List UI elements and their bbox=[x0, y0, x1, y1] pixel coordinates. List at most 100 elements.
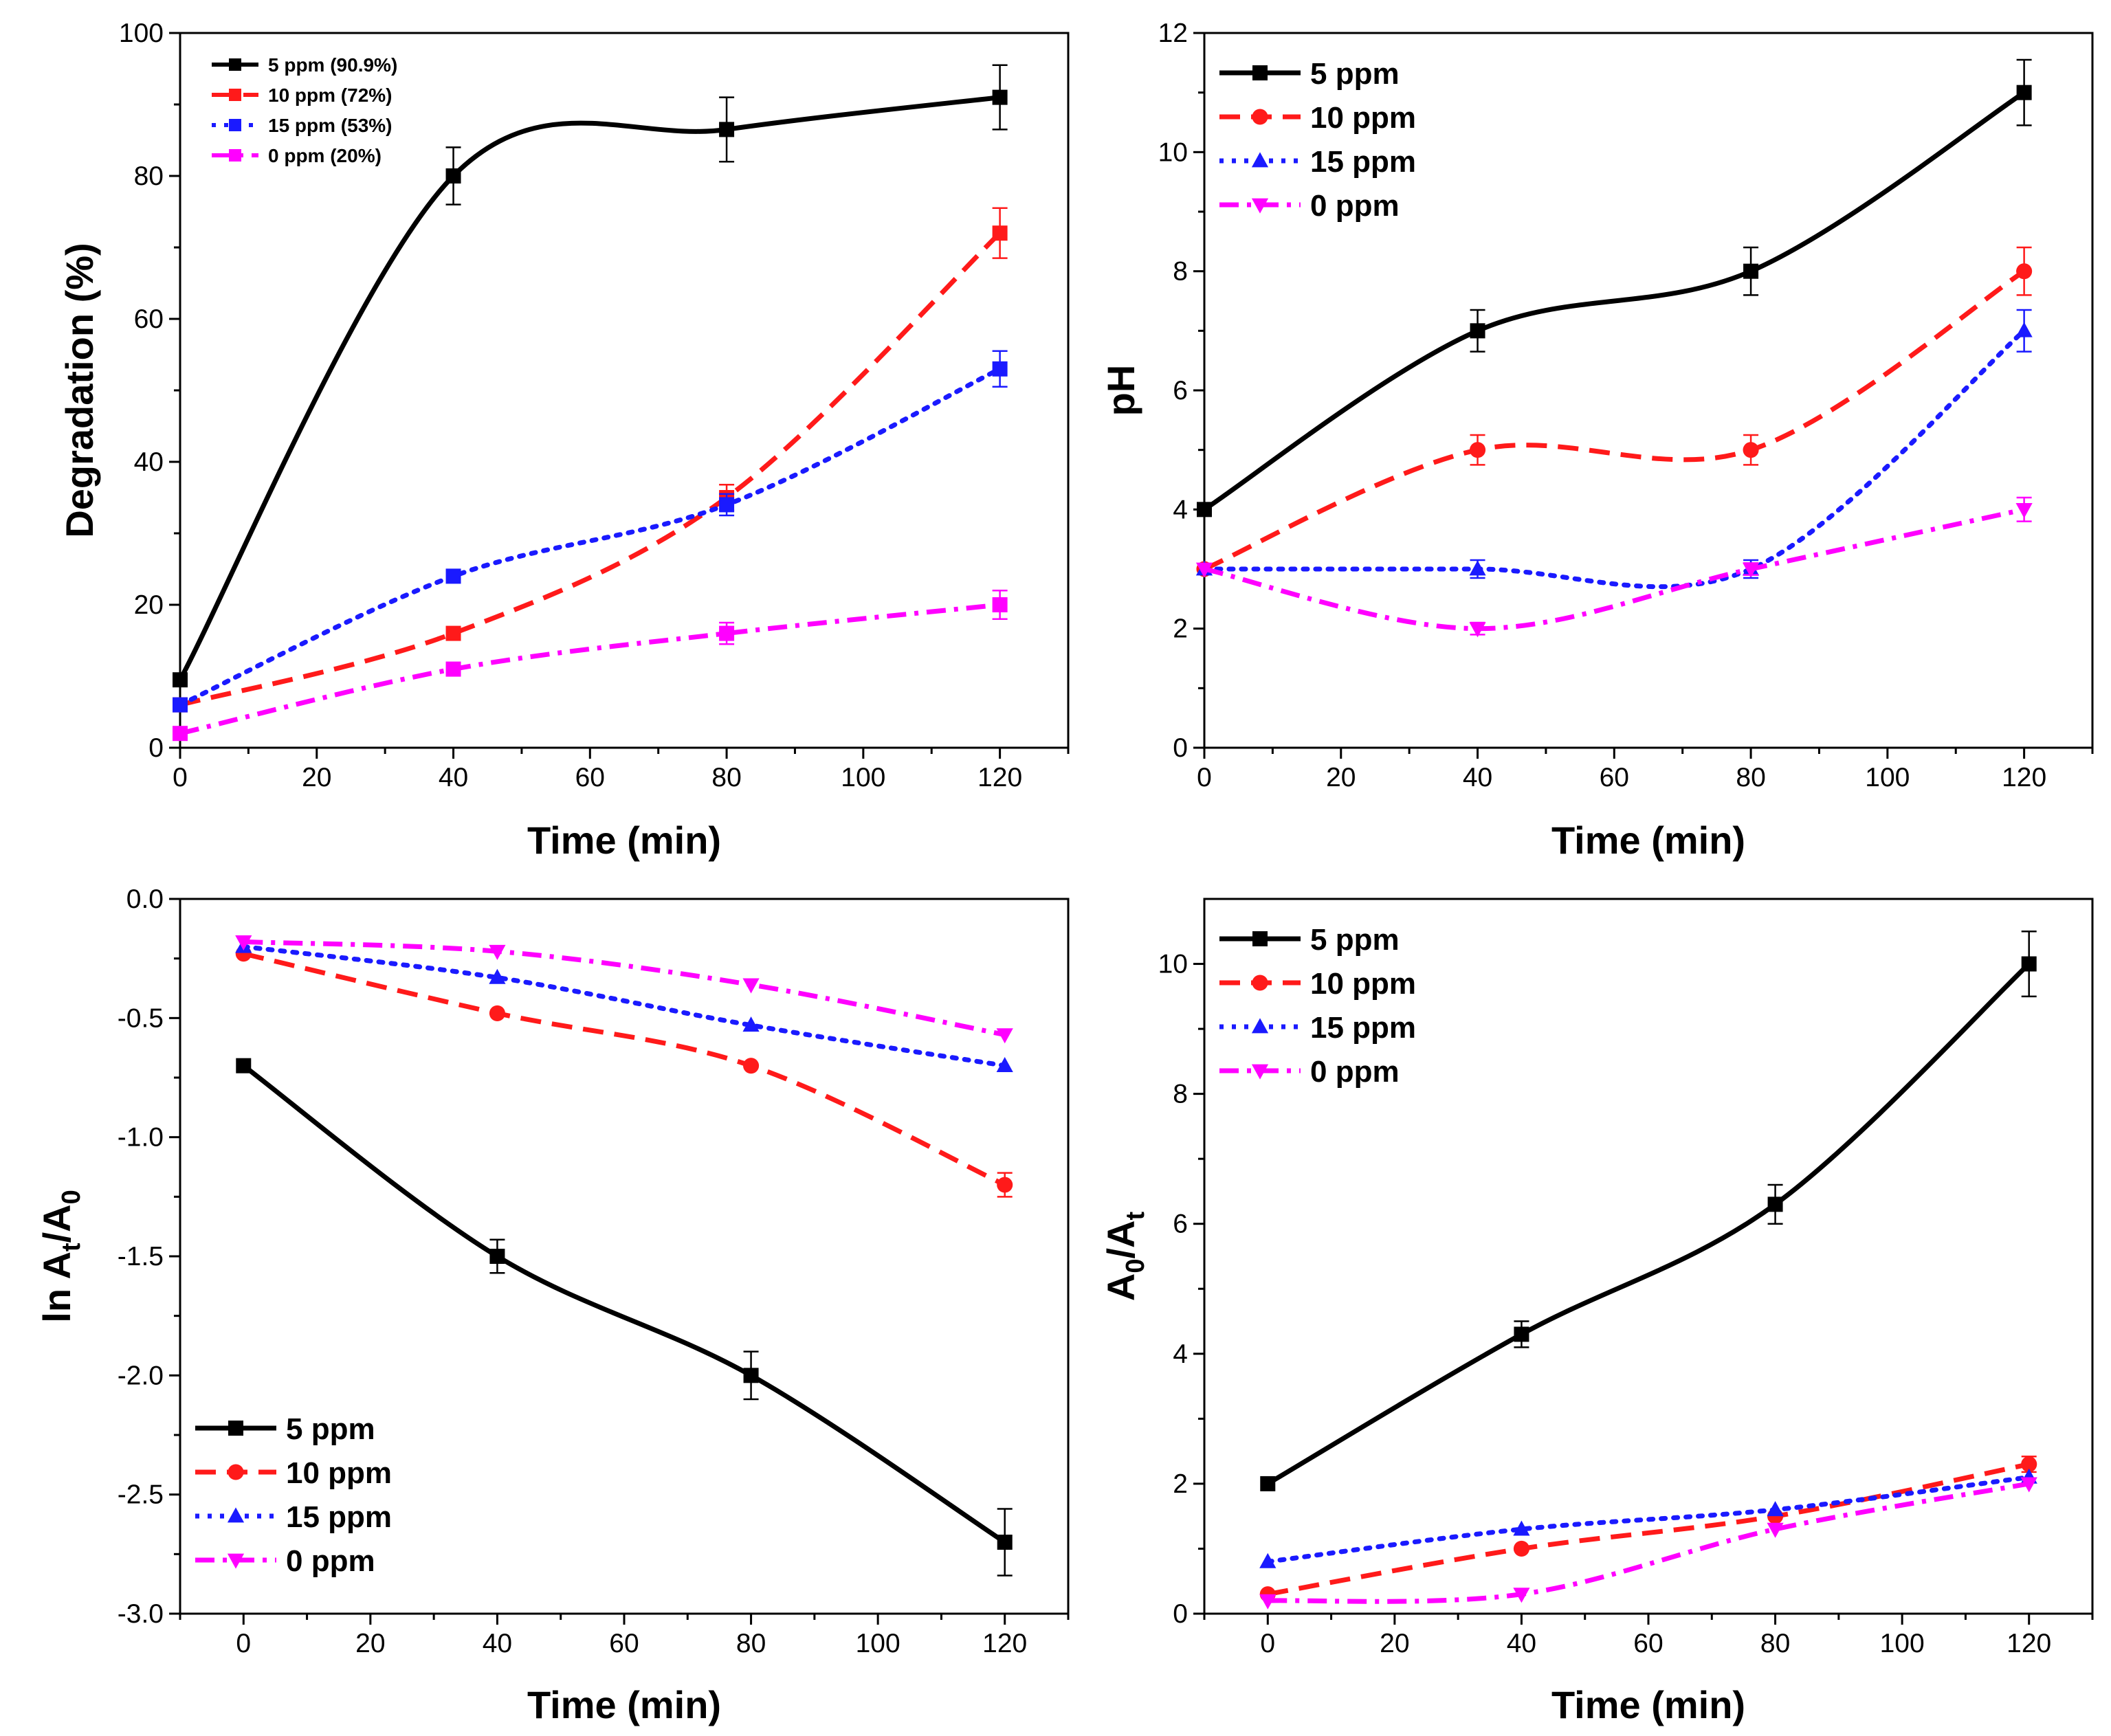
y-tick-label: 4 bbox=[1173, 1339, 1188, 1369]
y-title-part: A bbox=[1099, 1273, 1142, 1301]
data-point bbox=[445, 568, 461, 584]
legend-marker bbox=[229, 149, 241, 162]
axis-tick-labels: 0 20 40 60 80 100 120 0 20 40 60 80 100 bbox=[119, 19, 1022, 792]
axis-tick-labels: 0 20 40 60 80 100 120 0 2 4 6 8 10 12 bbox=[1158, 19, 2047, 792]
data-point bbox=[236, 1058, 252, 1073]
legend-item: 10 ppm bbox=[195, 1456, 392, 1490]
data-point bbox=[445, 168, 461, 183]
x-tick-label: 40 bbox=[1507, 1629, 1536, 1658]
legend: 5 ppm 10 ppm 15 ppm 0 ppm bbox=[1219, 57, 1416, 223]
legend-item: 15 ppm bbox=[195, 1500, 392, 1534]
data-point bbox=[1260, 1476, 1276, 1491]
legend-marker bbox=[229, 58, 241, 71]
legend-item: 10 ppm (72%) bbox=[212, 85, 393, 106]
y-tick-label: 6 bbox=[1173, 376, 1188, 405]
x-axis-title: Time (min) bbox=[527, 1683, 721, 1726]
legend-label: 5 ppm bbox=[1310, 923, 1400, 957]
data-point bbox=[719, 497, 735, 513]
data-point bbox=[1469, 560, 1486, 576]
data-point bbox=[992, 89, 1008, 105]
data-point bbox=[992, 361, 1008, 377]
data-point bbox=[2015, 322, 2033, 337]
x-tick-label: 0 bbox=[1197, 763, 1212, 792]
x-tick-label: 100 bbox=[841, 763, 885, 792]
data-point bbox=[489, 1249, 505, 1264]
legend-marker bbox=[228, 1464, 244, 1480]
series-0-ppm bbox=[1259, 1477, 2037, 1610]
series-line bbox=[179, 231, 1002, 707]
legend-item: 0 ppm bbox=[1219, 1055, 1400, 1089]
data-point bbox=[489, 968, 506, 984]
x-tick-label: 80 bbox=[1760, 1629, 1790, 1658]
data-point bbox=[1469, 622, 1486, 638]
y-tick-label: 80 bbox=[134, 162, 164, 191]
data-point bbox=[445, 661, 461, 677]
legend-item: 10 ppm bbox=[1219, 101, 1416, 135]
x-tick-label: 60 bbox=[575, 763, 605, 792]
series-10-ppm bbox=[1196, 246, 2033, 577]
series-layer bbox=[1259, 931, 2037, 1610]
data-point bbox=[719, 625, 735, 641]
series-line bbox=[243, 951, 1006, 1188]
y-tick-label: -1.5 bbox=[118, 1242, 164, 1271]
legend-item: 10 ppm bbox=[1219, 967, 1416, 1001]
data-point bbox=[1742, 562, 1760, 578]
legend-marker bbox=[1251, 1064, 1269, 1080]
data-point bbox=[1513, 1520, 1530, 1536]
data-point bbox=[1767, 1501, 1784, 1517]
series-line bbox=[1204, 507, 2025, 632]
x-tick-label: 20 bbox=[1380, 1629, 1409, 1658]
y-tick-label: -2.0 bbox=[118, 1361, 164, 1390]
legend-label: 10 ppm bbox=[286, 1456, 392, 1490]
data-point bbox=[2016, 263, 2033, 280]
panel-ph: 0 20 40 60 80 100 120 0 2 4 6 8 10 12 5 ppm 10 ppm 15 p… bbox=[1099, 19, 2094, 862]
legend-item: 5 ppm bbox=[1219, 923, 1400, 957]
y-tick-label: 60 bbox=[134, 304, 164, 334]
series-15-ppm bbox=[173, 350, 1008, 713]
legend-item: 5 ppm bbox=[1219, 57, 1400, 91]
legend: 5 ppm (90.9%) 10 ppm (72%) 15 ppm (53%) 0 p… bbox=[212, 54, 397, 166]
data-point bbox=[1767, 1197, 1783, 1212]
data-point bbox=[992, 225, 1008, 241]
legend-label: 0 ppm bbox=[1310, 189, 1400, 223]
series-layer bbox=[235, 935, 1013, 1577]
legend-item: 0 ppm (20%) bbox=[212, 145, 382, 166]
series-line bbox=[1202, 328, 2027, 590]
x-tick-label: 80 bbox=[711, 763, 741, 792]
x-tick-label: 40 bbox=[1463, 763, 1492, 792]
legend-item: 15 ppm bbox=[1219, 1011, 1416, 1045]
legend-label: 15 ppm bbox=[1310, 1011, 1416, 1045]
legend-marker bbox=[1252, 65, 1268, 80]
legend-label: 10 ppm (72%) bbox=[268, 85, 393, 106]
data-point bbox=[1513, 1540, 1529, 1557]
series-layer bbox=[1195, 58, 2033, 638]
legend-item: 5 ppm bbox=[195, 1412, 375, 1446]
data-point bbox=[2016, 85, 2032, 100]
series-line bbox=[177, 366, 1003, 708]
data-point bbox=[1259, 1553, 1276, 1568]
data-point bbox=[743, 1058, 760, 1074]
data-point bbox=[2015, 502, 2033, 518]
y-title-part: /A bbox=[35, 1204, 78, 1243]
x-tick-label: 60 bbox=[609, 1629, 639, 1658]
legend-marker bbox=[1252, 931, 1268, 946]
legend-label: 5 ppm bbox=[1310, 57, 1400, 91]
series-10-ppm bbox=[173, 207, 1008, 713]
x-tick-label: 100 bbox=[1880, 1629, 1925, 1658]
legend-marker bbox=[229, 119, 241, 131]
series-line bbox=[1203, 269, 2026, 572]
data-point bbox=[2021, 956, 2037, 972]
data-point bbox=[719, 122, 735, 137]
x-axis-title: Time (min) bbox=[527, 819, 721, 862]
y-title-subscript: 0 bbox=[1121, 1259, 1150, 1273]
x-tick-label: 20 bbox=[355, 1629, 385, 1658]
y-axis-title: ln At/A0 bbox=[35, 1190, 86, 1322]
legend-label: 10 ppm bbox=[1310, 101, 1416, 135]
legend-label: 5 ppm (90.9%) bbox=[268, 54, 397, 76]
data-point bbox=[1197, 502, 1212, 518]
series-15-ppm bbox=[235, 937, 1013, 1073]
x-tick-label: 120 bbox=[982, 1629, 1027, 1658]
data-point bbox=[489, 1005, 505, 1021]
data-point bbox=[1470, 323, 1485, 339]
y-title-part: /A bbox=[1099, 1221, 1142, 1259]
